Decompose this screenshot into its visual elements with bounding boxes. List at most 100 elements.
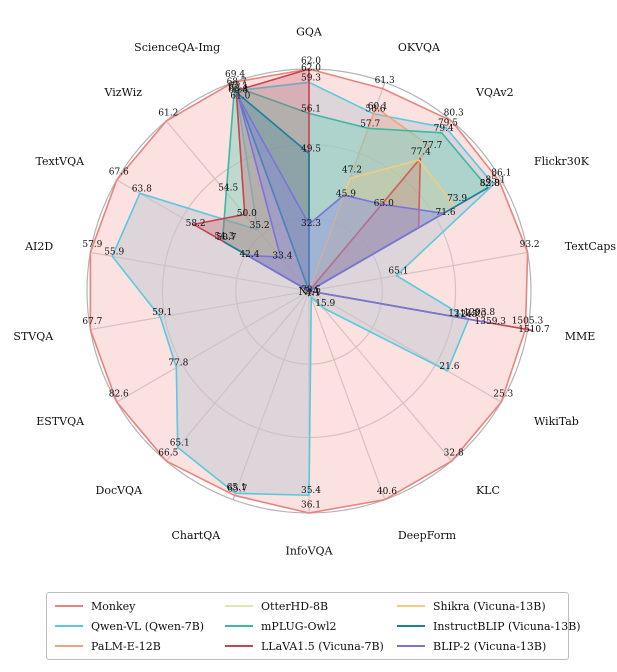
legend-item: InstructBLIP (Vicuna-13B)	[397, 618, 581, 634]
value-label: 63.1	[229, 84, 249, 94]
value-label: 32.3	[301, 219, 321, 229]
legend-label: mPLUG-Owl2	[261, 619, 337, 633]
value-label: 79.5	[438, 119, 458, 129]
value-label: 55.9	[104, 247, 124, 257]
value-label: 65.1	[170, 438, 190, 448]
legend-item: Monkey	[55, 598, 135, 614]
value-label: 21.6	[439, 362, 459, 372]
value-label: 68.7	[227, 78, 247, 88]
legend-swatch	[225, 645, 253, 647]
series-llava1-5-vicuna-7b	[192, 68, 533, 332]
legend-label: LLaVA1.5 (Vicuna-7B)	[261, 639, 384, 653]
value-label: 61.2	[158, 108, 178, 118]
axis-label: VizWiz	[104, 86, 143, 99]
legend-swatch	[225, 625, 253, 627]
value-label: 35.2	[250, 221, 270, 231]
legend-label: PaLM-E-12B	[91, 639, 161, 653]
legend-label: BLIP-2 (Vicuna-13B)	[433, 639, 547, 653]
legend-item: mPLUG-Owl2	[225, 618, 336, 634]
value-label: 57.7	[360, 119, 380, 129]
axis-label: GQA	[296, 25, 323, 38]
center-label: N/A	[298, 285, 320, 298]
value-label: 15.9	[315, 299, 335, 309]
legend-label: InstructBLIP (Vicuna-13B)	[433, 619, 581, 633]
axis-label: STVQA	[13, 330, 54, 343]
value-label: 1505.3	[512, 317, 544, 327]
value-label: 69.4	[225, 70, 245, 80]
legend-swatch	[397, 645, 425, 647]
legend-item: PaLM-E-12B	[55, 638, 161, 654]
value-label: 77.8	[168, 359, 188, 369]
value-label: 80.3	[444, 108, 464, 118]
value-label: 57.9	[82, 240, 102, 250]
value-label: 62.0	[301, 64, 321, 74]
value-label: 1359.3	[475, 317, 507, 327]
radar-series	[89, 68, 533, 514]
legend-item: BLIP-2 (Vicuna-13B)	[397, 638, 546, 654]
value-label: 67.1	[228, 82, 248, 92]
axis-label: DeepForm	[398, 529, 457, 542]
legend-swatch	[55, 605, 83, 607]
value-label: 65.7	[227, 484, 247, 494]
value-label: 54.3	[214, 232, 234, 242]
legend-label: OtterHD-8B	[261, 599, 329, 613]
value-label: 78.5	[301, 286, 321, 296]
value-label: 35.4	[301, 486, 321, 496]
value-label: 77.4	[411, 147, 431, 157]
value-label: 50.0	[237, 209, 257, 219]
value-label: 59.3	[301, 73, 321, 83]
legend-swatch	[225, 605, 253, 607]
value-label: 86.1	[491, 169, 511, 179]
axis-label: TextCaps	[565, 240, 617, 253]
value-label: 65.0	[374, 199, 394, 209]
value-label: 82.8	[480, 179, 500, 189]
legend-item: Shikra (Vicuna-13B)	[397, 598, 546, 614]
value-label: 33.4	[272, 252, 292, 262]
value-label: 56.1	[301, 104, 321, 114]
value-label: 45.9	[336, 190, 356, 200]
legend-label: Shikra (Vicuna-13B)	[433, 599, 546, 613]
legend-swatch	[397, 605, 425, 607]
value-label: 32.8	[444, 448, 464, 458]
value-label: 47.2	[342, 166, 362, 176]
value-label: 42.4	[239, 250, 259, 260]
value-label: 93.2	[520, 240, 540, 250]
value-label: 82.6	[109, 389, 129, 399]
value-label: 66.5	[158, 448, 178, 458]
legend-label: Monkey	[91, 599, 136, 613]
axis-label: ChartQA	[171, 529, 221, 542]
axis-label: DocVQA	[96, 484, 144, 497]
axis-label: ScienceQA-Img	[134, 41, 220, 54]
axis-label: AI2D	[24, 240, 53, 253]
legend-swatch	[55, 645, 83, 647]
value-label: 1510.7	[518, 325, 550, 335]
value-label: 85.1	[486, 175, 506, 185]
value-label: 40.6	[377, 487, 397, 497]
value-label: 61.0	[230, 92, 250, 102]
axis-label: VQAv2	[475, 86, 514, 99]
value-label: 54.5	[218, 183, 238, 193]
value-label: 1245.0	[455, 310, 487, 320]
value-label: 60.1	[368, 102, 388, 112]
axis-label: MME	[565, 330, 596, 343]
value-label: 50.7	[216, 233, 236, 243]
value-label: 58.2	[186, 219, 206, 229]
axis-label: InfoVQA	[285, 545, 333, 558]
axis-label: OKVQA	[398, 41, 441, 54]
value-label: 67.7	[82, 317, 102, 327]
legend: Monkey Qwen-VL (Qwen-7B) PaLM-E-12B OtterHD…	[46, 592, 581, 660]
value-label: 36.1	[301, 500, 321, 510]
legend-label: Qwen-VL (Qwen-7B)	[91, 619, 205, 633]
value-label: 66.8	[228, 85, 248, 95]
value-label: 59.1	[152, 308, 172, 318]
value-label: 58.6	[366, 105, 386, 115]
axis-label: Flickr30K	[534, 155, 590, 168]
axis-label: KLC	[476, 484, 500, 497]
axis-label: WikiTab	[534, 415, 579, 428]
value-label: 79.4	[434, 124, 454, 134]
value-label: 1293.8	[464, 308, 496, 318]
legend-item: Qwen-VL (Qwen-7B)	[55, 618, 204, 634]
legend-item: LLaVA1.5 (Vicuna-7B)	[225, 638, 384, 654]
legend-swatch	[55, 625, 83, 627]
radar-chart: GQA OKVQA VQAv2 Flickr30K TextCaps MME WikiTab…	[13, 25, 617, 558]
